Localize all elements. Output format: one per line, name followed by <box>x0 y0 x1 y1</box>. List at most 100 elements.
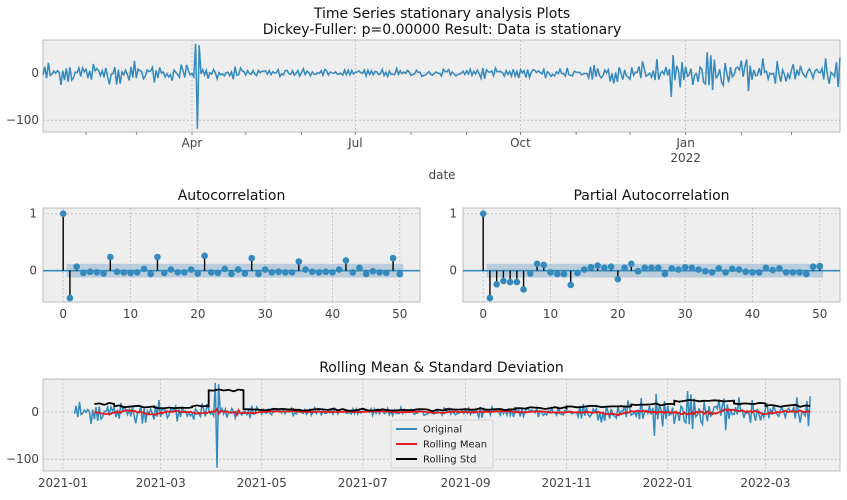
acf-xtick-label: 0 <box>59 307 67 321</box>
pacf-point <box>560 270 568 278</box>
pacf-plot-area <box>462 207 841 303</box>
pacf-point <box>809 263 817 270</box>
pacf-point <box>527 270 534 277</box>
acf-point <box>73 263 80 270</box>
pacf-point <box>755 269 763 276</box>
figure-title-line2: Dickey-Fuller: p=0.00000 Result: Data is… <box>263 22 622 38</box>
pacf-point <box>594 262 601 269</box>
pacf-point <box>728 265 736 273</box>
timeseries-xtick-label: Oct <box>510 136 531 150</box>
acf-xtick-label: 40 <box>325 307 340 321</box>
pacf-xtick-label: 40 <box>745 307 760 321</box>
acf-point <box>214 269 222 277</box>
acf-ytick-label: 1 <box>29 207 37 221</box>
pacf-point <box>789 269 797 276</box>
pacf-point <box>634 267 642 275</box>
timeseries-xtick-label: Jan <box>675 136 695 150</box>
pacf-point <box>567 281 575 289</box>
pacf-point <box>533 260 541 268</box>
rolling-xtick-label: 2021-11 <box>542 476 592 490</box>
pacf-point <box>506 278 514 286</box>
pacf-point <box>702 267 709 275</box>
timeseries-xtick-label: Jul <box>347 136 362 150</box>
acf-xtick-label: 30 <box>258 307 273 321</box>
pacf-point <box>803 270 810 278</box>
acf-point <box>349 269 356 276</box>
acf-point <box>154 253 161 261</box>
pacf-point <box>513 278 521 286</box>
pacf-point <box>749 269 756 276</box>
acf-point <box>86 268 94 276</box>
acf-point <box>140 265 148 273</box>
acf-point <box>288 269 296 276</box>
acf-xtick-label: 10 <box>123 307 138 321</box>
acf-point <box>147 270 155 278</box>
pacf-point <box>675 266 682 273</box>
acf-point <box>369 267 377 275</box>
timeseries-xtick-year: 2022 <box>670 151 701 165</box>
acf-point <box>80 269 87 277</box>
acf-ytick-label: 0 <box>29 264 37 278</box>
pacf-point <box>614 275 622 283</box>
rolling-title: Rolling Mean & Standard Deviation <box>319 360 564 376</box>
acf-point <box>295 258 303 265</box>
pacf-point <box>607 263 615 270</box>
pacf-point <box>735 266 743 273</box>
pacf-point <box>486 294 494 302</box>
pacf-point <box>742 268 750 276</box>
timeseries-ytick-label: 0 <box>31 66 39 80</box>
pacf-point <box>553 270 561 278</box>
acf-point <box>335 266 343 273</box>
acf-point <box>127 269 134 277</box>
rolling-xtick-label: 2021-03 <box>136 476 186 490</box>
acf-point <box>261 266 269 273</box>
acf-point <box>315 269 323 276</box>
pacf-point <box>816 262 824 270</box>
acf-point <box>174 269 181 276</box>
acf-point <box>248 254 255 262</box>
pacf-xtick-label: 20 <box>610 307 625 321</box>
timeseries-ytick-label: −100 <box>6 113 39 127</box>
acf-point <box>329 269 336 276</box>
acf-point <box>201 252 208 260</box>
timeseries-xlabel: date <box>428 168 455 182</box>
pacf-point <box>722 269 729 276</box>
acf-point <box>376 269 383 276</box>
rolling-axes: 2021-01 2021-03 2021-05 2021-07 2021-09 2021-… <box>6 360 841 490</box>
legend-entry-label: Rolling Mean <box>423 440 487 451</box>
acf-point <box>362 270 370 278</box>
pacf-xtick-label: 30 <box>678 307 693 321</box>
acf-point <box>308 268 316 276</box>
pacf-xtick-label: 0 <box>479 307 487 321</box>
pacf-point <box>776 265 783 272</box>
rolling-mean-line <box>94 407 811 417</box>
acf-point <box>302 266 309 273</box>
rolling-legend: Original Rolling Mean Rolling Std <box>390 419 494 469</box>
acf-point <box>93 269 101 276</box>
rolling-ytick-label: −100 <box>6 452 39 466</box>
pacf-point <box>500 277 507 285</box>
acf-point <box>282 269 289 276</box>
pacf-point <box>708 269 716 276</box>
figure-title-line1: Time Series stationary analysis Plots <box>313 6 570 22</box>
rolling-xtick-label: 2021-01 <box>38 476 88 490</box>
acf-point <box>100 270 107 277</box>
pacf-point <box>540 261 548 269</box>
pacf-point <box>493 281 500 288</box>
pacf-point <box>479 210 487 217</box>
acf-point <box>228 270 235 278</box>
timeseries-xtick-label: Apr <box>182 136 203 150</box>
acf-point <box>208 269 215 276</box>
legend-frame <box>390 419 494 469</box>
timeseries-line <box>42 43 841 129</box>
pacf-point <box>695 266 702 273</box>
rolling-original-line <box>73 382 811 468</box>
pacf-point <box>769 266 776 274</box>
pacf-point <box>782 269 790 276</box>
acf-point <box>59 210 67 217</box>
acf-point <box>389 254 397 262</box>
acf-title: Autocorrelation <box>178 188 286 204</box>
